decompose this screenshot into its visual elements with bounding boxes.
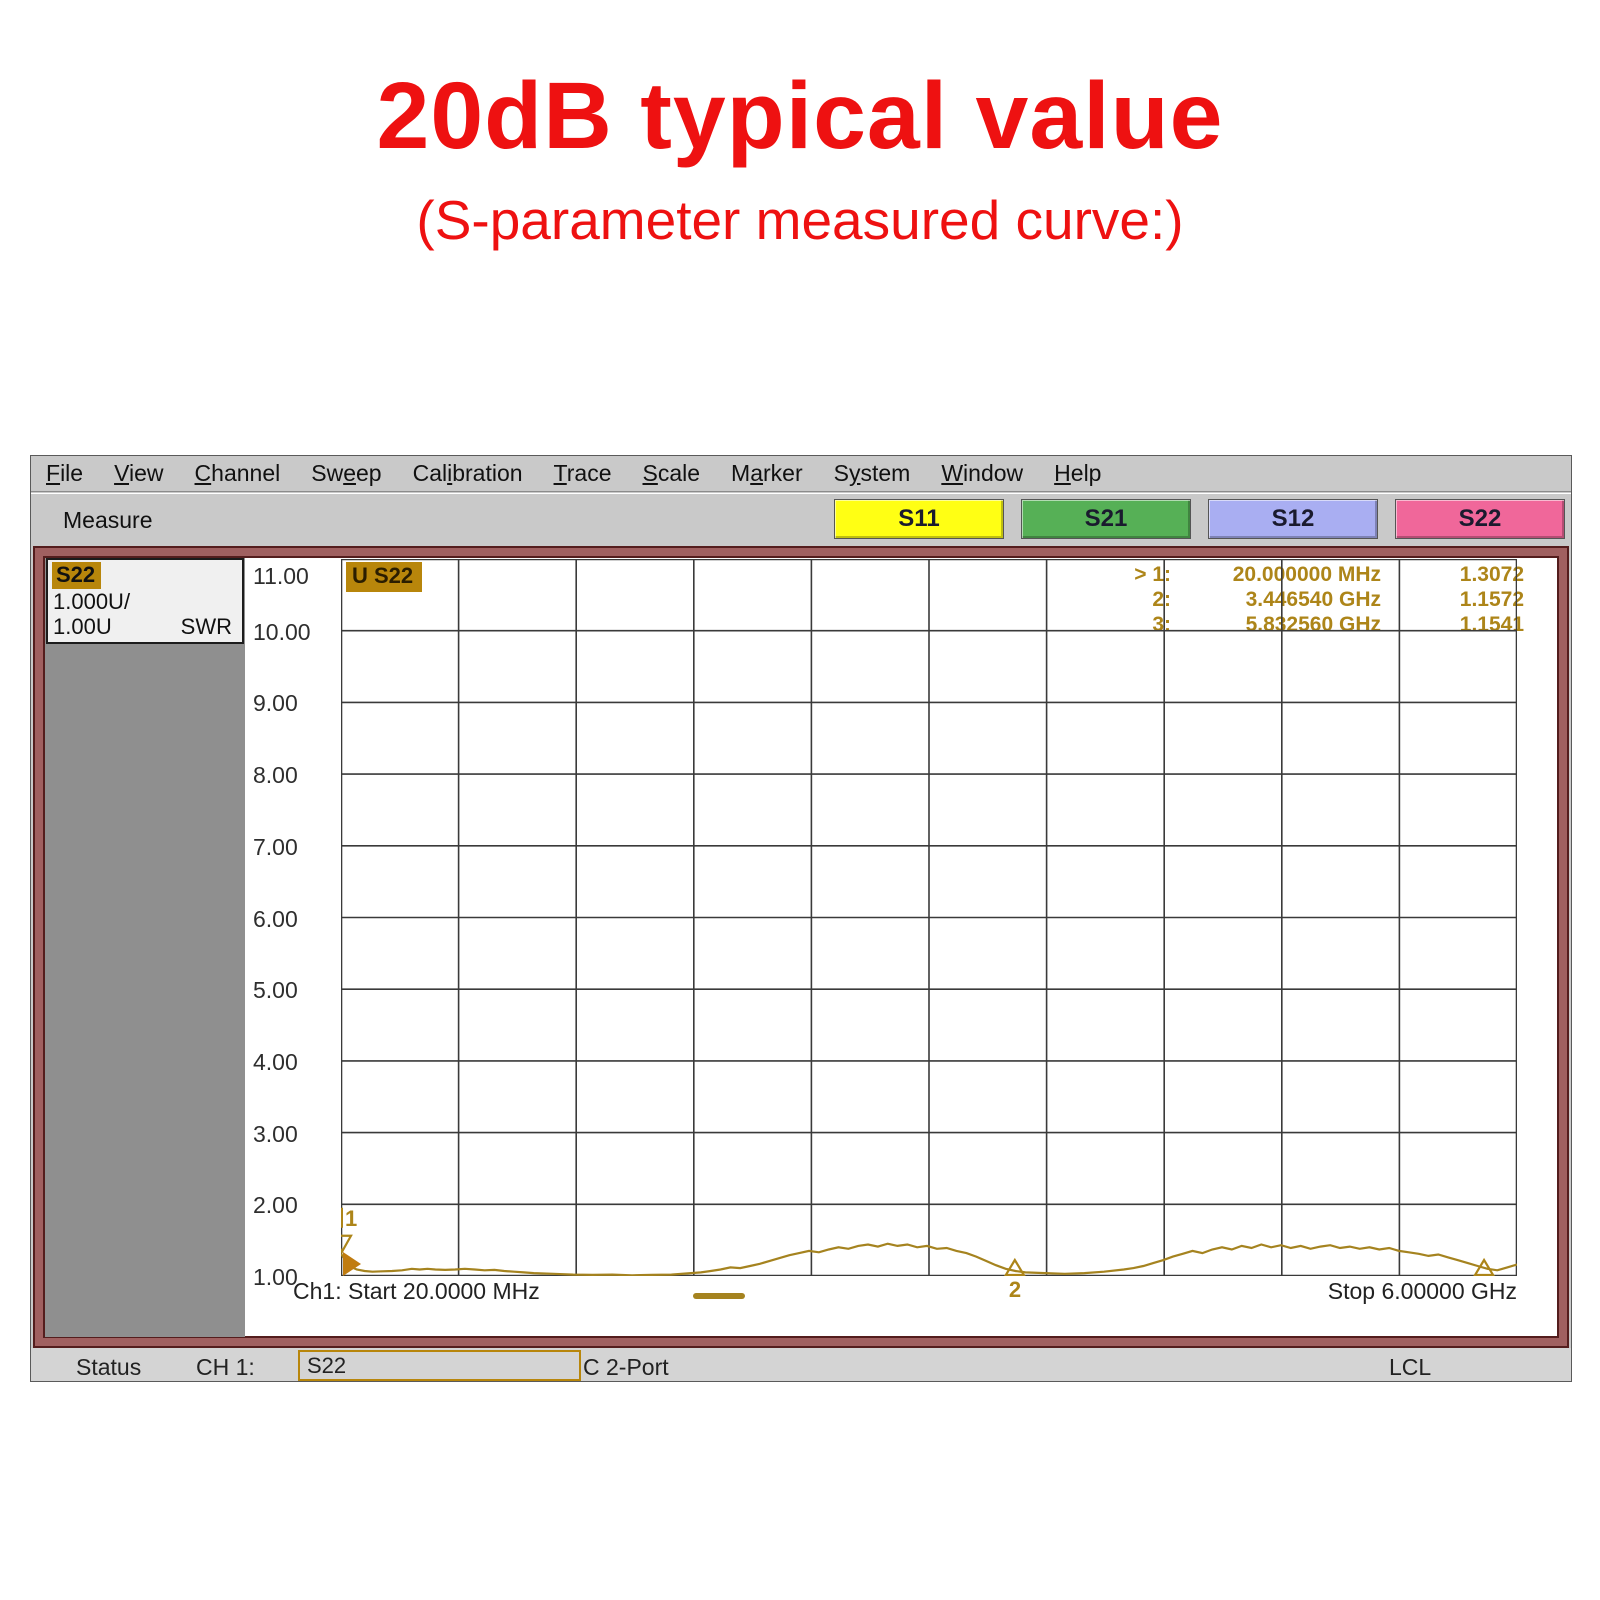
status-channel: CH 1:	[196, 1354, 255, 1380]
marker-2-axis-label: 2	[1008, 1277, 1022, 1302]
y-tick-label: 2.00	[253, 1192, 298, 1219]
page-subtitle: (S-parameter measured curve:)	[416, 189, 1184, 251]
status-bar: Status CH 1: S22 C 2-Port LCL	[31, 1348, 1571, 1381]
marker-readout-cell: 20.000000 MHz	[1232, 563, 1381, 586]
menu-item-system[interactable]: System	[833, 460, 911, 486]
plot-area: 1	[331, 557, 1519, 1278]
measure-button-s21[interactable]: S21	[1021, 499, 1191, 539]
measure-toolbar-label: Measure	[63, 507, 153, 533]
sparam-button-row: S11 S21 S12 S22	[834, 499, 1565, 539]
marker-readout-cell: 2:	[1152, 588, 1171, 611]
y-tick-label: 1.00	[253, 1264, 298, 1290]
menu-item-marker[interactable]: Marker	[731, 460, 803, 486]
trace-scale-per-div: 1.000U/	[53, 589, 131, 614]
menu-item-trace[interactable]: Trace	[553, 460, 612, 486]
swr-trace	[340, 1242, 1518, 1277]
trace-status-box: S22 1.000U/ 1.00U SWR	[46, 558, 244, 644]
marker-readout-cell: > 1:	[1134, 563, 1171, 586]
marker-readout-cell: 1.3072	[1459, 563, 1524, 586]
measure-button-s11[interactable]: S11	[834, 499, 1004, 539]
menu-bar: File View Channel Sweep Calibration Trace Scal…	[31, 456, 1571, 492]
trace-legend-dash-icon	[693, 1293, 745, 1299]
menu-item-channel[interactable]: Channel	[194, 460, 281, 486]
status-measurement-box: S22	[298, 1350, 581, 1381]
measure-button-s12[interactable]: S12	[1208, 499, 1378, 539]
swr-plot: 1	[331, 557, 1519, 1278]
trace-sidebar	[45, 558, 245, 1337]
y-tick-label: 10.00	[253, 618, 311, 645]
status-mode: LCL	[1389, 1354, 1432, 1380]
measure-toolbar: Measure S11 S21 S12 S22	[31, 493, 1571, 548]
x-axis-stop-label: Stop 6.00000 GHz	[1327, 1278, 1517, 1304]
y-tick-label: 5.00	[253, 977, 298, 1004]
vna-app-window: File View Channel Sweep Calibration Trace Scal…	[30, 455, 1572, 1382]
menu-item-window[interactable]: Window	[941, 460, 1024, 486]
status-cal: C 2-Port	[583, 1354, 669, 1380]
y-tick-label: 11.00	[253, 563, 309, 589]
active-trace-chip[interactable]: S22	[52, 562, 102, 589]
y-tick-label: 4.00	[253, 1048, 298, 1075]
marker-1-triangle-icon	[331, 1234, 353, 1255]
channel-trace-chip: U S22	[346, 562, 423, 592]
marker-readout-cell: 1.1572	[1459, 588, 1524, 611]
menu-item-calibration[interactable]: Calibration	[412, 460, 523, 486]
x-axis-start-label: Ch1: Start 20.0000 MHz	[293, 1278, 540, 1304]
menu-item-sweep[interactable]: Sweep	[311, 460, 382, 486]
y-tick-label: 9.00	[253, 690, 298, 717]
menu-item-file[interactable]: File	[46, 460, 84, 486]
y-tick-label: 6.00	[253, 905, 298, 932]
status-label: Status	[76, 1354, 142, 1380]
measure-button-s22[interactable]: S22	[1395, 499, 1565, 539]
menu-item-help[interactable]: Help	[1054, 460, 1102, 486]
menu-item-view[interactable]: View	[114, 460, 164, 486]
marker-2-triangle-icon	[1003, 1257, 1026, 1277]
y-tick-label: 7.00	[253, 833, 298, 860]
trace-format-label: SWR	[180, 614, 232, 639]
y-tick-label: 8.00	[253, 762, 298, 789]
marker-readout-cell: 3.446540 GHz	[1245, 588, 1381, 611]
marker-1-number: 1	[345, 1206, 357, 1231]
menu-item-scale[interactable]: Scale	[642, 460, 701, 486]
display-frame	[35, 548, 1567, 1346]
y-tick-label: 3.00	[253, 1120, 298, 1147]
sweep-start-arrow-icon	[343, 1252, 361, 1276]
trace-ref-value: 1.00U	[53, 614, 112, 639]
marker-3-triangle-icon	[1473, 1257, 1496, 1277]
page-title: 20dB typical value	[376, 63, 1224, 169]
